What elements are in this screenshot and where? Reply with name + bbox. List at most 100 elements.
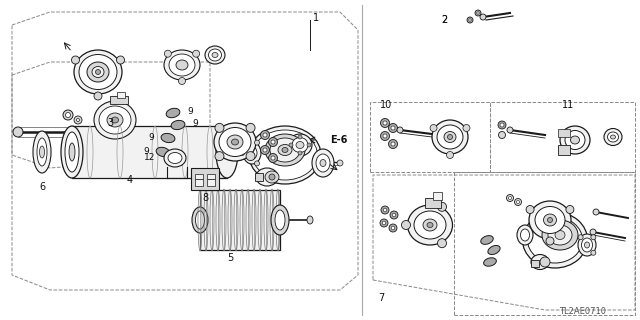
Circle shape <box>500 123 504 127</box>
Circle shape <box>578 235 583 240</box>
Circle shape <box>591 235 596 240</box>
Circle shape <box>179 77 186 84</box>
Ellipse shape <box>275 210 285 230</box>
Circle shape <box>593 209 599 215</box>
Circle shape <box>463 124 470 132</box>
Text: 2: 2 <box>442 15 448 25</box>
Circle shape <box>271 156 275 160</box>
Circle shape <box>94 92 102 100</box>
Circle shape <box>215 123 224 132</box>
Ellipse shape <box>92 67 104 77</box>
Circle shape <box>509 196 511 199</box>
Ellipse shape <box>40 146 45 158</box>
Circle shape <box>383 134 387 138</box>
Ellipse shape <box>307 216 313 224</box>
Ellipse shape <box>171 120 185 130</box>
Circle shape <box>591 250 596 255</box>
Ellipse shape <box>169 54 195 76</box>
Ellipse shape <box>192 207 208 233</box>
Circle shape <box>298 135 302 139</box>
Text: 2: 2 <box>442 15 448 25</box>
Ellipse shape <box>582 238 593 252</box>
Ellipse shape <box>288 134 312 156</box>
Circle shape <box>255 140 259 145</box>
Circle shape <box>381 118 390 127</box>
Circle shape <box>289 143 293 147</box>
Ellipse shape <box>216 126 238 178</box>
Text: 11: 11 <box>562 100 574 110</box>
Ellipse shape <box>94 101 136 139</box>
Ellipse shape <box>265 171 279 183</box>
Ellipse shape <box>99 106 131 134</box>
Circle shape <box>467 17 473 23</box>
Ellipse shape <box>74 50 122 94</box>
Circle shape <box>438 239 447 248</box>
Circle shape <box>381 206 389 214</box>
Ellipse shape <box>164 149 186 167</box>
Ellipse shape <box>527 217 582 263</box>
Circle shape <box>271 140 275 144</box>
Circle shape <box>239 150 244 156</box>
Bar <box>425 198 441 208</box>
Ellipse shape <box>33 131 51 173</box>
Ellipse shape <box>278 145 292 156</box>
Ellipse shape <box>212 52 218 58</box>
Circle shape <box>391 142 395 146</box>
Circle shape <box>382 221 386 225</box>
Circle shape <box>516 201 520 204</box>
Circle shape <box>116 56 125 64</box>
Ellipse shape <box>65 132 79 172</box>
Bar <box>195 179 203 186</box>
Ellipse shape <box>161 133 175 143</box>
Ellipse shape <box>432 120 468 154</box>
Bar <box>255 173 263 181</box>
Circle shape <box>566 205 574 213</box>
Text: 10: 10 <box>380 100 392 110</box>
Circle shape <box>391 126 395 130</box>
Ellipse shape <box>437 125 463 149</box>
Circle shape <box>438 202 447 211</box>
Ellipse shape <box>166 108 180 118</box>
Ellipse shape <box>570 136 579 144</box>
Ellipse shape <box>214 123 256 161</box>
Ellipse shape <box>520 229 529 241</box>
Ellipse shape <box>584 242 589 248</box>
Ellipse shape <box>195 211 205 229</box>
Ellipse shape <box>529 201 571 239</box>
Circle shape <box>392 213 396 217</box>
Circle shape <box>380 219 388 227</box>
Bar <box>191 168 219 190</box>
Ellipse shape <box>414 211 446 239</box>
Ellipse shape <box>271 205 289 235</box>
Ellipse shape <box>61 126 83 178</box>
Ellipse shape <box>243 142 261 164</box>
Circle shape <box>65 113 70 117</box>
Text: 9: 9 <box>148 133 154 142</box>
Ellipse shape <box>87 62 109 82</box>
Circle shape <box>506 195 513 202</box>
Ellipse shape <box>543 214 557 226</box>
Ellipse shape <box>253 130 317 180</box>
Bar <box>558 129 570 137</box>
Circle shape <box>63 110 73 120</box>
Circle shape <box>13 127 23 137</box>
Circle shape <box>498 121 506 129</box>
Circle shape <box>546 237 554 245</box>
Bar <box>207 174 215 179</box>
Circle shape <box>307 143 311 147</box>
Ellipse shape <box>542 220 578 250</box>
Bar <box>110 96 128 104</box>
Ellipse shape <box>611 135 616 139</box>
Bar <box>200 190 280 250</box>
Ellipse shape <box>604 129 622 146</box>
Bar <box>117 92 125 98</box>
Circle shape <box>477 12 479 14</box>
Circle shape <box>475 10 481 16</box>
Ellipse shape <box>555 230 565 239</box>
Ellipse shape <box>176 60 188 70</box>
Circle shape <box>246 152 255 161</box>
Ellipse shape <box>578 234 596 256</box>
Ellipse shape <box>488 245 500 254</box>
Ellipse shape <box>292 138 308 153</box>
Text: 5: 5 <box>227 253 233 263</box>
